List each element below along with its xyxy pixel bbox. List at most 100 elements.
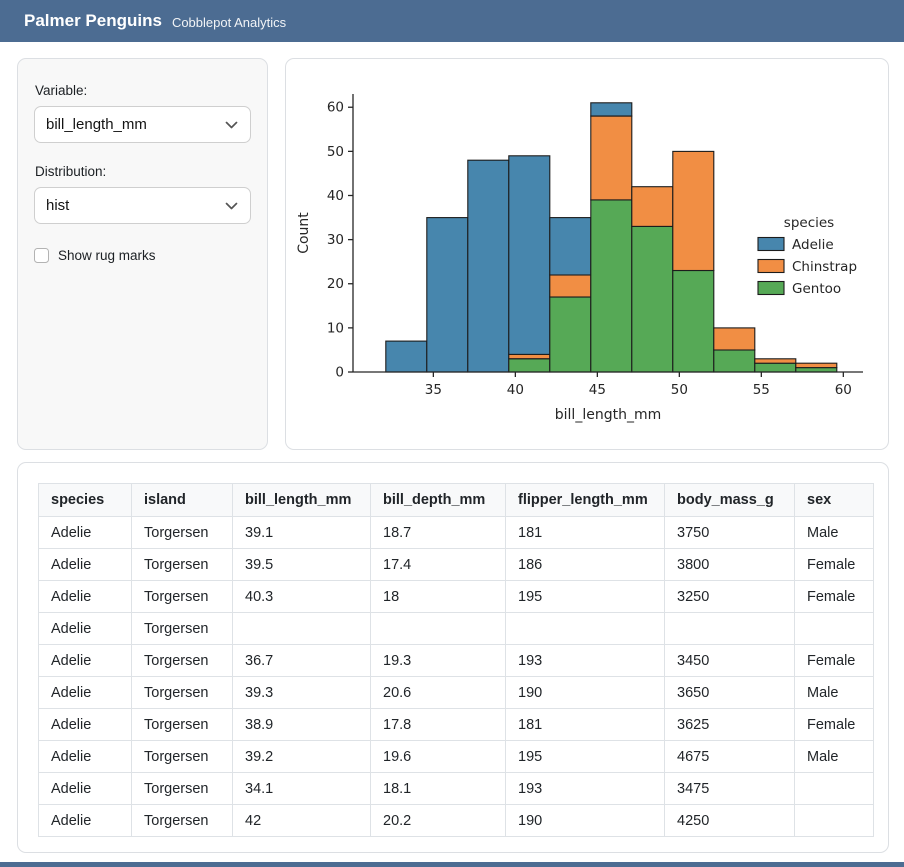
variable-select[interactable]: bill_length_mm bbox=[34, 106, 251, 143]
table-cell: 17.4 bbox=[370, 548, 506, 581]
table-cell: 36.7 bbox=[232, 644, 371, 677]
bar-segment-gentoo bbox=[549, 296, 592, 373]
table-cell: Torgersen bbox=[131, 580, 233, 613]
table-cell: Male bbox=[794, 516, 874, 549]
y-axis-label: Count bbox=[296, 212, 312, 254]
table-cell: Torgersen bbox=[131, 516, 233, 549]
top-row: Variable: bill_length_mm Distribution: h… bbox=[17, 58, 889, 450]
table-cell: 3650 bbox=[664, 676, 795, 709]
app-subtitle: Cobblepot Analytics bbox=[171, 14, 287, 30]
legend-title: species bbox=[784, 215, 834, 231]
table-cell bbox=[794, 612, 874, 645]
table-cell: 195 bbox=[505, 580, 665, 613]
table-row: Adelie Torgersen 39.5 17.4 186 3800 Female bbox=[38, 548, 874, 581]
table-row: Adelie Torgersen 36.7 19.3 193 3450 Female bbox=[38, 644, 874, 677]
bar-segment-chinstrap bbox=[631, 186, 674, 227]
table-cell: 186 bbox=[505, 548, 665, 581]
table-cell: Male bbox=[794, 740, 874, 773]
table-cell: Adelie bbox=[38, 708, 132, 741]
table-row: Adelie Torgersen 34.1 18.1 193 3475 bbox=[38, 772, 874, 805]
table-cell: Torgersen bbox=[131, 772, 233, 805]
table-cell: Torgersen bbox=[131, 676, 233, 709]
table-cell: Torgersen bbox=[131, 708, 233, 741]
bar-segment-gentoo bbox=[590, 199, 633, 373]
y-tick-label: 10 bbox=[327, 320, 344, 336]
column-header-flipper_length_mm: flipper_length_mm bbox=[505, 483, 665, 517]
distribution-select[interactable]: hist bbox=[34, 187, 251, 224]
table-cell: Adelie bbox=[38, 548, 132, 581]
table-cell: 4675 bbox=[664, 740, 795, 773]
y-tick-label: 20 bbox=[327, 276, 344, 292]
y-tick-label: 0 bbox=[335, 365, 344, 381]
table-cell: 190 bbox=[505, 676, 665, 709]
table-cell: 19.6 bbox=[370, 740, 506, 773]
table-cell: Adelie bbox=[38, 580, 132, 613]
bar-segment-chinstrap bbox=[795, 362, 838, 369]
table-cell: 42 bbox=[232, 804, 371, 837]
table-cell: Female bbox=[794, 580, 874, 613]
table-cell: 193 bbox=[505, 644, 665, 677]
distribution-label: Distribution: bbox=[35, 164, 107, 179]
legend-label-gentoo: Gentoo bbox=[792, 281, 841, 297]
bar-segment-adelie bbox=[549, 217, 592, 276]
x-tick-label: 60 bbox=[835, 382, 852, 398]
main-content: Variable: bill_length_mm Distribution: h… bbox=[0, 42, 904, 853]
table-cell bbox=[664, 612, 795, 645]
penguins-table: species island bill_length_mm bill_depth_mm… bbox=[38, 483, 874, 837]
table-cell: 17.8 bbox=[370, 708, 506, 741]
table-body: Adelie Torgersen 39.1 18.7 181 3750 Male Adelie… bbox=[38, 516, 874, 837]
table-cell: 19.3 bbox=[370, 644, 506, 677]
rug-checkbox-label: Show rug marks bbox=[58, 248, 156, 263]
y-tick-label: 40 bbox=[327, 188, 344, 204]
table-cell: Male bbox=[794, 676, 874, 709]
legend-label-adelie: Adelie bbox=[792, 237, 834, 253]
y-tick-label: 60 bbox=[327, 100, 344, 116]
bar-segment-gentoo bbox=[754, 362, 797, 373]
footer-bar bbox=[0, 862, 904, 867]
rug-checkbox[interactable] bbox=[34, 248, 49, 263]
table-cell: 3625 bbox=[664, 708, 795, 741]
table-cell: 4250 bbox=[664, 804, 795, 837]
x-tick-label: 55 bbox=[753, 382, 770, 398]
bar-segment-chinstrap bbox=[754, 358, 797, 364]
table-cell: 3450 bbox=[664, 644, 795, 677]
table-row: Adelie Torgersen bbox=[38, 612, 874, 645]
table-cell: Female bbox=[794, 644, 874, 677]
table-cell: 193 bbox=[505, 772, 665, 805]
table-cell: Adelie bbox=[38, 740, 132, 773]
table-cell: Torgersen bbox=[131, 548, 233, 581]
legend-swatch-chinstrap bbox=[757, 258, 785, 274]
variable-select-wrap: bill_length_mm bbox=[34, 106, 251, 143]
table-cell: 38.9 bbox=[232, 708, 371, 741]
table-cell: 18 bbox=[370, 580, 506, 613]
table-cell: 3250 bbox=[664, 580, 795, 613]
legend-swatch-adelie bbox=[757, 236, 785, 252]
table-cell: Adelie bbox=[38, 516, 132, 549]
table-cell bbox=[794, 804, 874, 837]
table-cell: Torgersen bbox=[131, 804, 233, 837]
bar-segment-adelie bbox=[590, 102, 633, 117]
distribution-select-wrap: hist bbox=[34, 187, 251, 224]
legend-label-chinstrap: Chinstrap bbox=[792, 259, 857, 275]
table-cell: Adelie bbox=[38, 612, 132, 645]
table-cell: 181 bbox=[505, 516, 665, 549]
table-cell: Female bbox=[794, 708, 874, 741]
table-cell: Adelie bbox=[38, 644, 132, 677]
y-tick-label: 50 bbox=[327, 144, 344, 160]
bar-segment-gentoo bbox=[508, 358, 551, 373]
table-cell: 39.2 bbox=[232, 740, 371, 773]
chart-card: 35 40 45 50 55 60 0 10 20 30 40 50 60 bill_length_mm C… bbox=[285, 58, 889, 450]
table-cell: 39.1 bbox=[232, 516, 371, 549]
table-cell: 3800 bbox=[664, 548, 795, 581]
bar-segment-chinstrap bbox=[713, 327, 756, 351]
bar-segment-gentoo bbox=[672, 269, 715, 373]
bar-segment-adelie bbox=[426, 217, 469, 373]
table-cell: 39.5 bbox=[232, 548, 371, 581]
table-row: Adelie Torgersen 38.9 17.8 181 3625 Female bbox=[38, 708, 874, 741]
table-cell: Adelie bbox=[38, 676, 132, 709]
column-header-sex: sex bbox=[794, 483, 874, 517]
x-tick-label: 35 bbox=[425, 382, 442, 398]
table-row: Adelie Torgersen 39.1 18.7 181 3750 Male bbox=[38, 516, 874, 549]
table-card: species island bill_length_mm bill_depth_mm… bbox=[17, 462, 889, 853]
rug-checkbox-row[interactable]: Show rug marks bbox=[34, 248, 251, 263]
